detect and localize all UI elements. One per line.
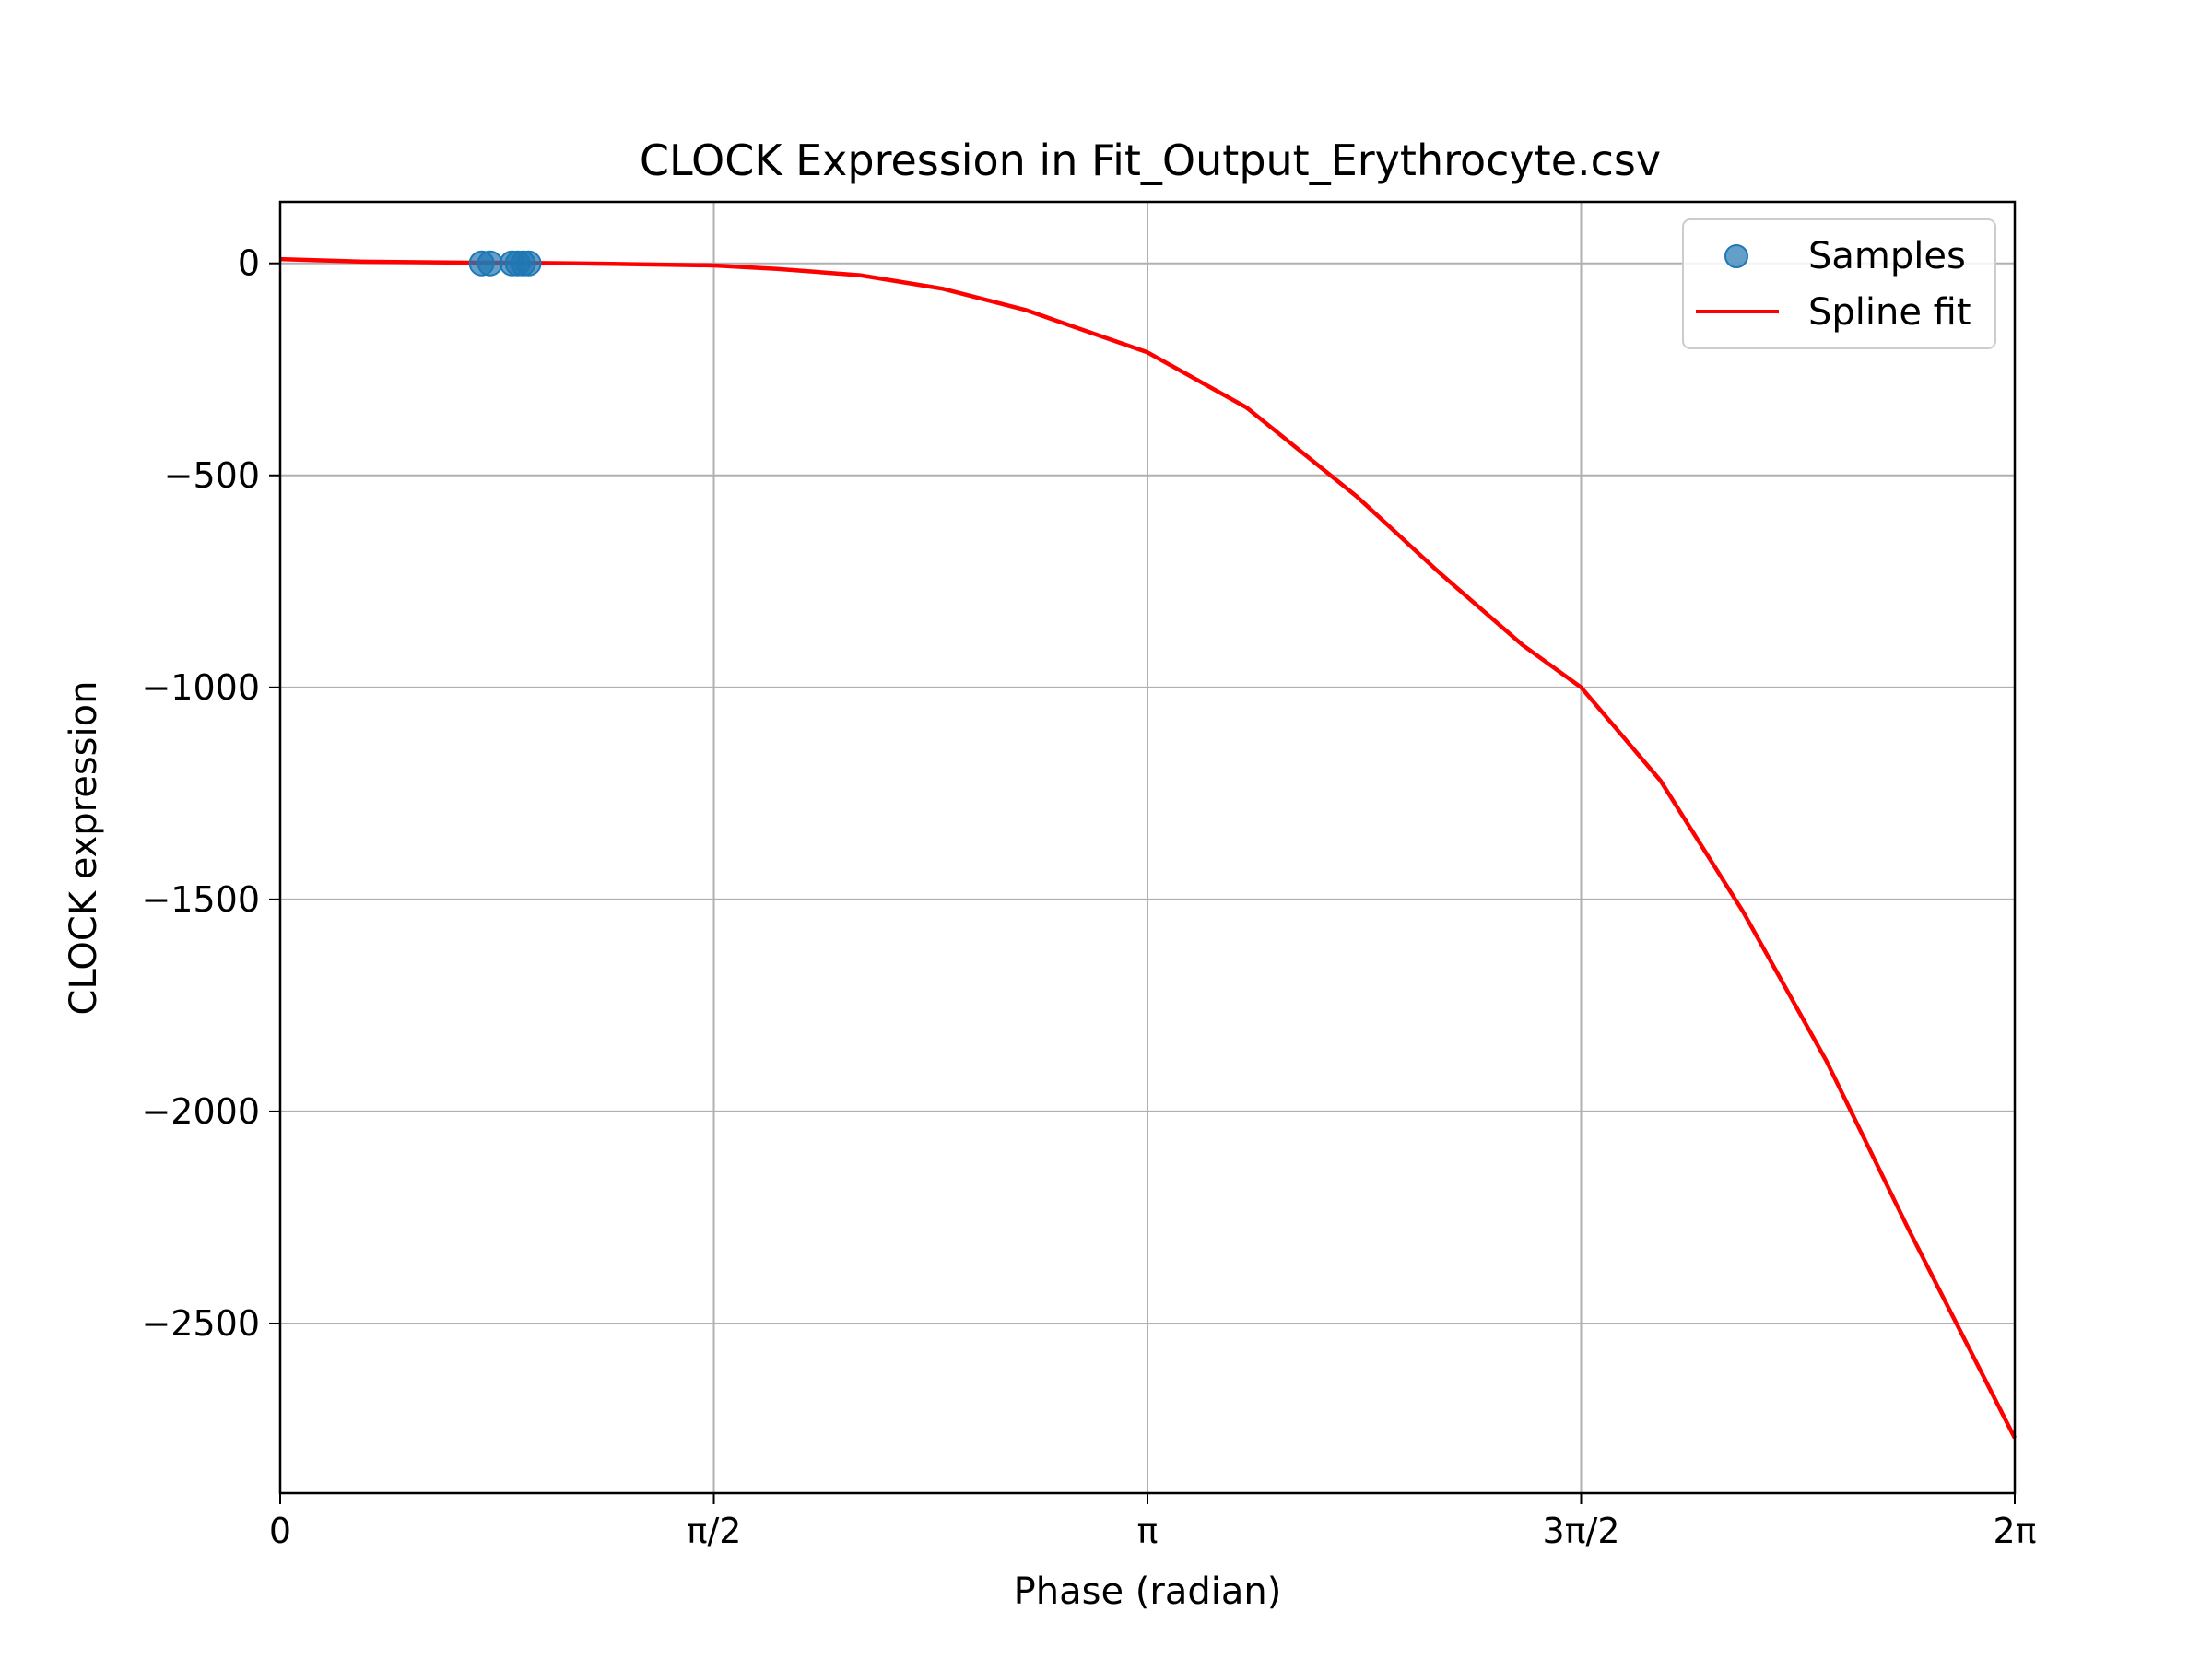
y-tick-label: −2500 [141, 1303, 260, 1344]
x-tick-label: 3π/2 [1542, 1511, 1619, 1551]
legend: Samples Spline fit [1682, 218, 1996, 349]
x-tick-label: π/2 [687, 1511, 742, 1551]
y-tick-label: −1000 [141, 667, 260, 708]
x-axis-label: Phase (radian) [1014, 1571, 1282, 1613]
legend-box [1682, 218, 1996, 349]
y-tick-label: −1500 [141, 879, 260, 920]
y-tick-label: −2000 [141, 1091, 260, 1132]
y-tick-label: 0 [238, 243, 260, 284]
y-tick-label: −500 [164, 455, 260, 496]
legend-samples-marker [1724, 244, 1748, 268]
plot-area [279, 250, 2018, 1440]
x-tick-label: π [1137, 1511, 1159, 1551]
grid [279, 202, 2016, 1493]
legend-spline-label: Spline fit [1808, 291, 1971, 334]
x-tick-label: 0 [269, 1511, 291, 1551]
legend-samples-label: Samples [1808, 235, 1966, 277]
axis-ticks: 0 π/2 π 3π/2 2π 0 −500 −1000 −1500 −2000 −2500 [141, 243, 2036, 1551]
x-tick-label: 2π [1993, 1511, 2036, 1551]
spline-fit-line [279, 256, 2018, 1440]
sample-point [477, 250, 503, 276]
y-axis-label: CLOCK expression [63, 681, 105, 1016]
sample-point [515, 250, 542, 276]
chart-title: CLOCK Expression in Fit_Output_Erythrocy… [640, 135, 1661, 185]
